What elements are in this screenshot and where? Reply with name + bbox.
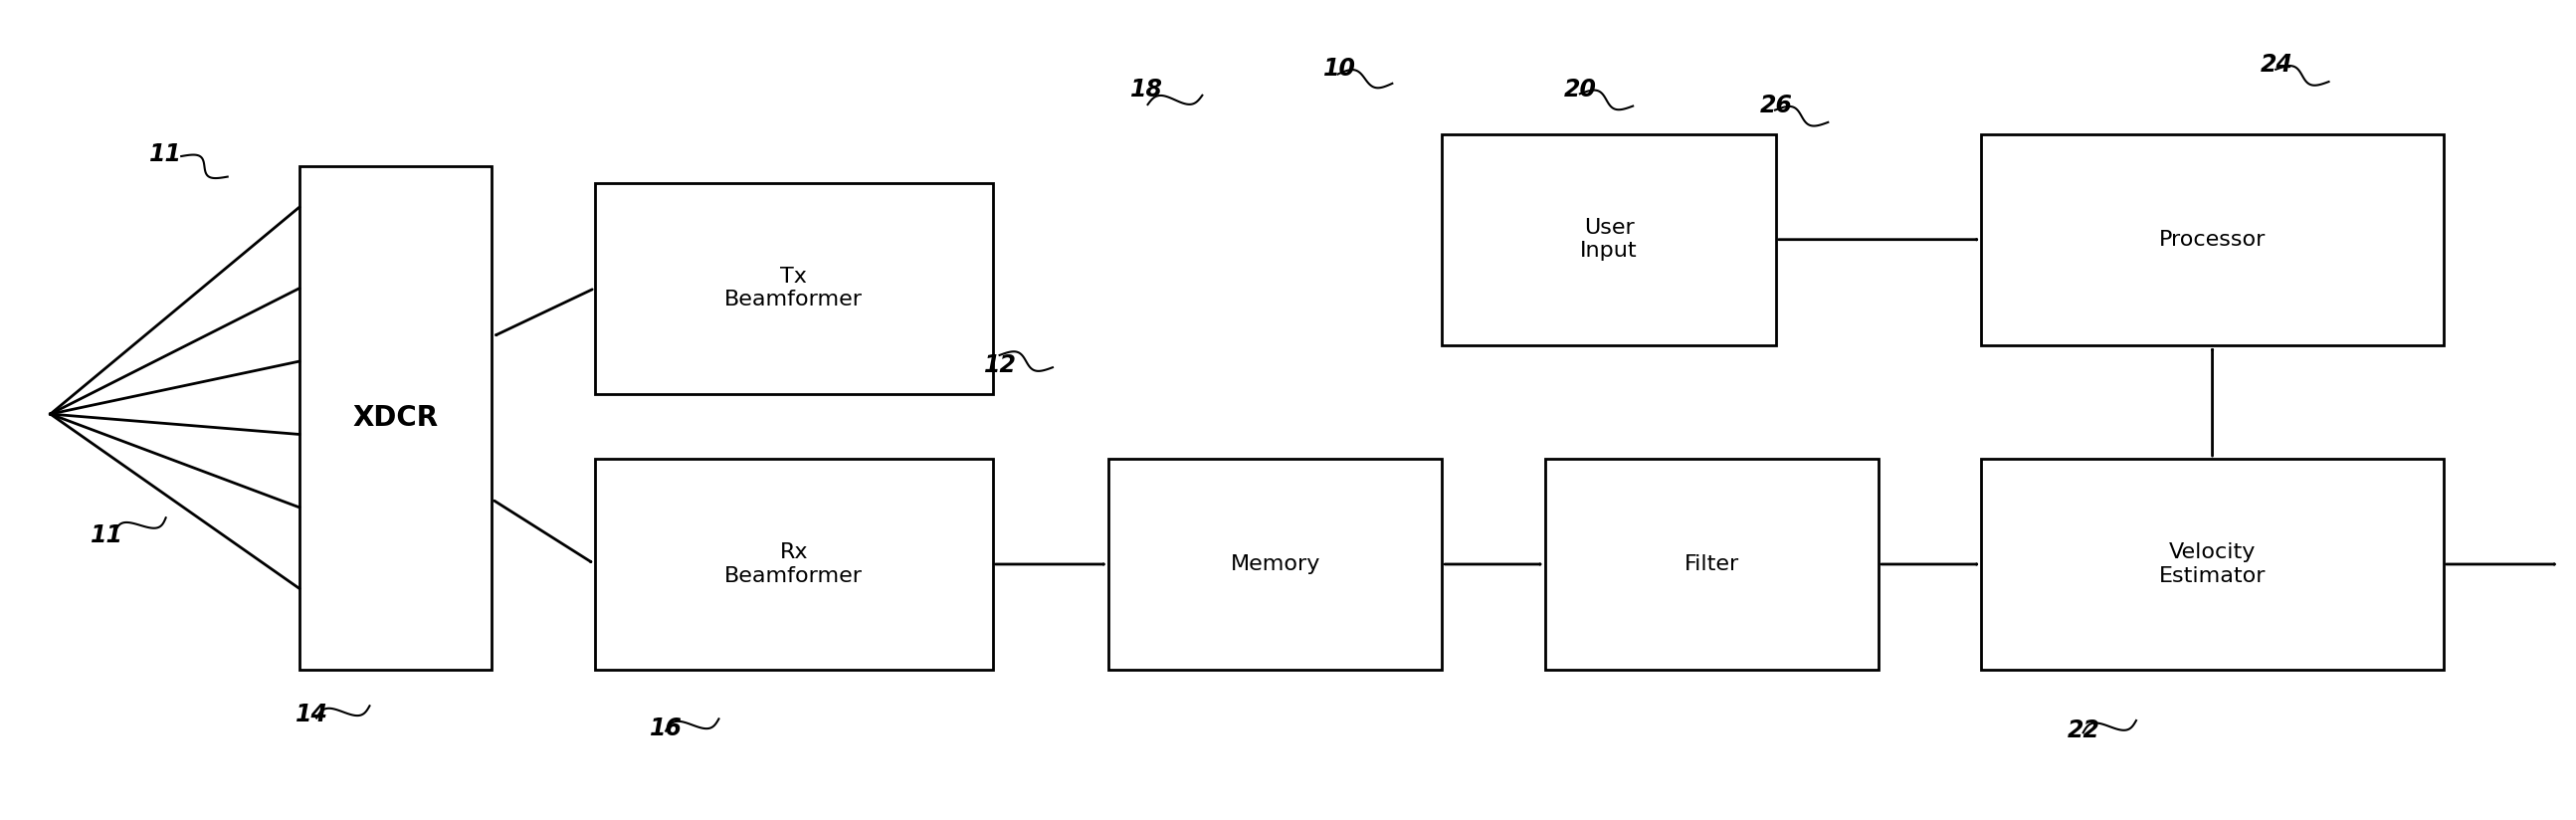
Text: 24: 24 — [2259, 53, 2293, 77]
Text: 16: 16 — [649, 716, 683, 740]
Text: 12: 12 — [984, 353, 1018, 377]
Text: XDCR: XDCR — [353, 404, 438, 432]
Text: Processor: Processor — [2159, 230, 2267, 249]
Text: 20: 20 — [1564, 77, 1597, 102]
Text: Filter: Filter — [1685, 554, 1739, 574]
Text: Velocity
Estimator: Velocity Estimator — [2159, 543, 2267, 585]
Text: 22: 22 — [2069, 718, 2099, 743]
Bar — [1108, 458, 1443, 670]
Text: 14: 14 — [296, 703, 330, 727]
Bar — [1443, 134, 1775, 345]
Text: Rx
Beamformer: Rx Beamformer — [724, 543, 863, 585]
Text: User
Input: User Input — [1579, 218, 1638, 261]
Bar — [1981, 458, 2445, 670]
Text: Memory: Memory — [1231, 554, 1319, 574]
Text: 18: 18 — [1131, 77, 1164, 102]
Text: 26: 26 — [1759, 93, 1793, 117]
Bar — [1981, 134, 2445, 345]
Bar — [595, 183, 992, 394]
Bar — [595, 458, 992, 670]
Bar — [1546, 458, 1878, 670]
Bar — [299, 166, 492, 670]
Text: 11: 11 — [90, 524, 124, 548]
Text: 11: 11 — [149, 143, 183, 166]
Text: Tx
Beamformer: Tx Beamformer — [724, 266, 863, 310]
Text: 10: 10 — [1324, 57, 1355, 81]
